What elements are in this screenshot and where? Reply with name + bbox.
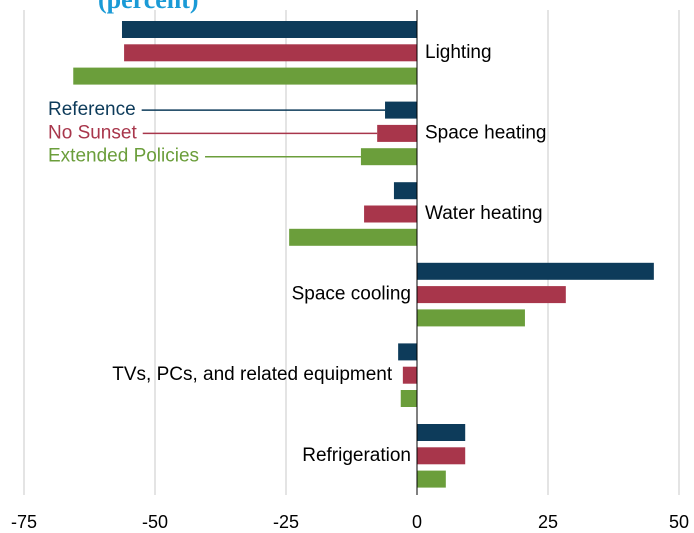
legend-label: Reference [48,99,136,120]
x-tick-label: -50 [142,512,168,532]
bar [402,366,417,384]
bar [417,447,466,465]
x-tick-label: -25 [273,512,299,532]
bar [417,286,566,304]
category-label: Water heating [425,203,543,224]
chart-title: (percent) [98,0,199,14]
bar [417,262,654,280]
bar [289,228,417,246]
bar [417,470,446,488]
category-label: Lighting [425,42,492,63]
bar [385,101,417,119]
category-label: TVs, PCs, and related equipment [112,364,393,385]
category-label: Space heating [425,122,547,143]
x-tick-label: 50 [669,512,689,532]
x-tick-label: -75 [11,512,37,532]
bar [400,390,417,407]
bar [417,309,525,327]
bar [417,424,466,441]
bar [364,205,417,223]
bar [73,67,418,85]
bar [124,44,418,62]
legend-label: No Sunset [48,122,137,143]
bar [360,148,417,166]
x-tick-label: 25 [538,512,558,532]
category-label: Refrigeration [302,445,411,466]
bar [121,21,417,38]
bar [398,343,417,361]
bar [377,124,417,142]
category-label: Space cooling [292,284,411,305]
x-tick-label: 0 [412,512,422,532]
legend-label: Extended Policies [48,146,199,167]
bar [393,182,417,200]
